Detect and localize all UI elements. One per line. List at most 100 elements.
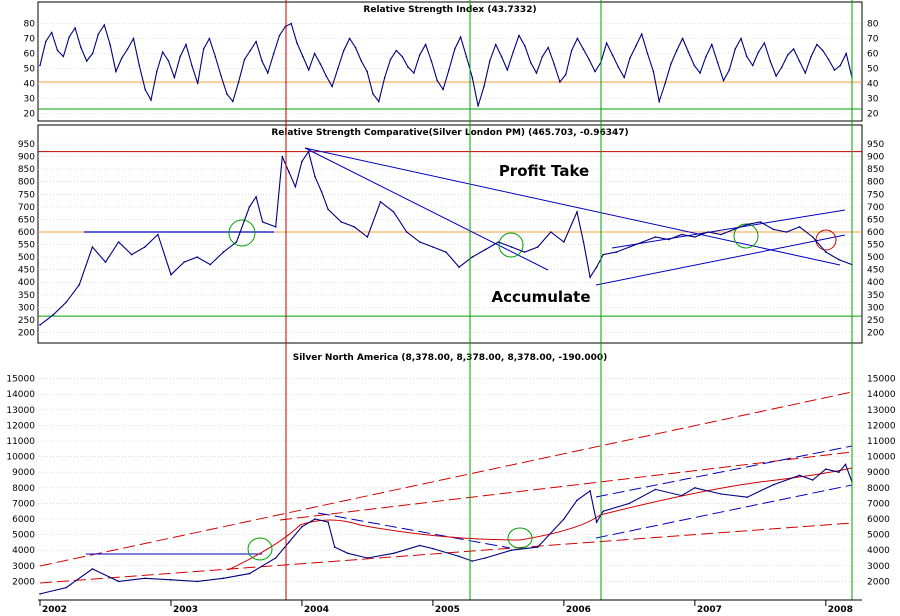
rs-y-tick-right: 450 bbox=[867, 266, 884, 276]
rsi-point bbox=[436, 79, 439, 82]
rsi-point bbox=[126, 48, 129, 50]
rsi-point bbox=[191, 64, 193, 67]
silver-point bbox=[419, 544, 421, 547]
x-tick-label: 2007 bbox=[697, 605, 722, 615]
rs-point bbox=[811, 236, 814, 238]
rsi-point bbox=[675, 49, 678, 52]
rsi-point bbox=[827, 58, 830, 61]
rs-point bbox=[798, 226, 801, 228]
rsi-point bbox=[500, 55, 503, 58]
rs-y-tick-left: 450 bbox=[18, 266, 35, 276]
rsi-point bbox=[389, 58, 392, 61]
rsi-panel: Relative Strength Index (43.7332) 20 20 30… bbox=[24, 1, 879, 122]
rsi-point bbox=[45, 40, 47, 43]
rsi-point bbox=[670, 63, 672, 65]
rsi-y-tick-left: 50 bbox=[24, 65, 36, 75]
rs-point bbox=[379, 201, 382, 203]
rsi-point bbox=[185, 43, 187, 46]
rs-y-tick-left: 550 bbox=[18, 241, 35, 251]
silver-circle-marker bbox=[247, 537, 273, 561]
silver-y-tick-right: 11000 bbox=[867, 437, 896, 447]
rsi-point bbox=[664, 82, 666, 85]
rsi-point bbox=[424, 43, 427, 46]
silver-y-tick-right: 2000 bbox=[867, 577, 890, 587]
silver-y-tick-right: 8000 bbox=[867, 484, 890, 494]
silver-y-tick-left: 3000 bbox=[12, 562, 35, 572]
rs-point bbox=[667, 238, 670, 241]
rs-point bbox=[117, 241, 120, 243]
rsi-point bbox=[535, 72, 538, 74]
rs-point bbox=[222, 251, 225, 253]
rs-point bbox=[157, 233, 159, 236]
rs-point bbox=[707, 231, 709, 233]
silver-point bbox=[471, 560, 474, 562]
rsi-point bbox=[138, 64, 141, 67]
rsi-point bbox=[85, 60, 88, 62]
rsi-point bbox=[541, 55, 544, 58]
rsi-point bbox=[366, 70, 368, 73]
rsi-point bbox=[354, 46, 357, 49]
rs-title: Relative Strength Comparative(Silver Lon… bbox=[271, 128, 628, 138]
silver-point bbox=[694, 487, 696, 489]
rs-y-tick-left: 650 bbox=[18, 215, 35, 225]
x-tick-label: 2005 bbox=[435, 605, 460, 615]
rsi-point bbox=[529, 61, 532, 64]
silver-point bbox=[392, 552, 395, 555]
rs-point bbox=[235, 241, 238, 243]
silver-point bbox=[484, 557, 487, 559]
rsi-point bbox=[360, 60, 363, 62]
rs-point bbox=[248, 206, 251, 208]
rsi-point bbox=[196, 82, 199, 85]
rs-trendline bbox=[304, 147, 841, 266]
rsi-point bbox=[775, 75, 777, 77]
rsi-point bbox=[518, 34, 520, 37]
rs-y-tick-right: 400 bbox=[867, 278, 884, 288]
rsi-point bbox=[161, 51, 164, 53]
rs-line bbox=[39, 150, 853, 326]
rs-point bbox=[294, 185, 297, 188]
rsi-point bbox=[594, 70, 596, 73]
rsi-point bbox=[255, 40, 257, 43]
rs-y-ticks: 200 200 250 250 300 300 350 350 400 400 450 450 500 5… bbox=[18, 140, 885, 338]
rs-point bbox=[654, 236, 657, 238]
rs-point bbox=[582, 241, 585, 243]
silver-point bbox=[628, 502, 631, 505]
rs-point bbox=[255, 196, 257, 198]
rsi-point bbox=[728, 69, 731, 71]
rs-y-tick-right: 250 bbox=[867, 316, 884, 326]
rs-point bbox=[471, 256, 474, 258]
rsi-point bbox=[132, 37, 135, 40]
rsi-point bbox=[290, 22, 293, 25]
rsi-point bbox=[640, 33, 643, 35]
silver-point bbox=[274, 557, 277, 559]
rsi-point bbox=[833, 69, 836, 71]
rs-point bbox=[641, 241, 644, 243]
rs-y-tick-right: 950 bbox=[867, 140, 884, 150]
silver-y-tick-left: 12000 bbox=[6, 421, 35, 431]
rs-point bbox=[392, 211, 395, 213]
silver-title: Silver North America (8,378.00, 8,378.00… bbox=[293, 353, 608, 363]
rs-point bbox=[589, 276, 591, 279]
rs-y-tick-left: 750 bbox=[18, 190, 35, 200]
rs-point bbox=[602, 253, 604, 256]
rsi-point bbox=[553, 63, 555, 65]
rsi-point bbox=[798, 60, 801, 62]
rsi-y-tick-left: 30 bbox=[24, 95, 36, 105]
rsi-point bbox=[97, 33, 100, 35]
silver-point bbox=[288, 541, 290, 544]
rsi-point bbox=[629, 57, 631, 59]
rs-point bbox=[838, 258, 840, 261]
silver-y-tick-left: 14000 bbox=[6, 390, 35, 400]
rsi-y-tick-right: 70 bbox=[867, 35, 879, 45]
rsi-point bbox=[413, 72, 415, 74]
rs-point bbox=[628, 246, 631, 248]
rsi-point bbox=[313, 52, 316, 55]
rsi-point bbox=[716, 61, 719, 64]
rs-y-tick-left: 500 bbox=[18, 253, 35, 263]
rsi-point bbox=[383, 76, 386, 79]
rsi-point bbox=[307, 69, 310, 71]
rsi-point bbox=[477, 105, 479, 107]
rsi-point bbox=[261, 60, 263, 62]
rs-point bbox=[772, 228, 775, 231]
rs-y-tick-right: 200 bbox=[867, 328, 884, 338]
